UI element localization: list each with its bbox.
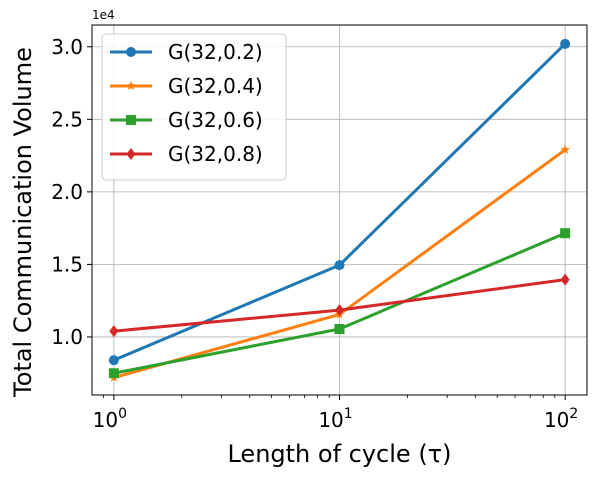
- y-axis-offset-text: 1e4: [92, 8, 115, 22]
- circle-marker: [126, 47, 136, 57]
- y-tick-label: 3.0: [51, 35, 83, 59]
- series-group: [108, 38, 571, 366]
- x-tick-label: 101: [318, 406, 352, 432]
- diamond-marker: [560, 273, 570, 286]
- square-marker: [560, 228, 571, 239]
- series-group: [108, 228, 571, 379]
- circle-marker: [334, 260, 345, 271]
- ticks: 100 101 102 1.0 1.5 2.0 2.5 3.0: [51, 35, 578, 432]
- star-marker: [126, 81, 136, 91]
- star-marker: [560, 144, 570, 154]
- series-layer: [108, 38, 571, 382]
- legend: G(32,0.2) G(32,0.4) G(32,0.6) G(32,0.8): [101, 33, 287, 181]
- x-tick-label: 100: [93, 406, 127, 432]
- diamond-marker: [126, 148, 136, 160]
- y-tick-label: 2.0: [51, 180, 83, 204]
- square-marker: [126, 115, 136, 125]
- circle-marker: [560, 38, 571, 49]
- legend-label: G(32,0.4): [168, 74, 263, 98]
- legend-item: G(32,0.8): [110, 142, 263, 166]
- x-tick-label: 102: [544, 406, 578, 432]
- square-marker: [108, 368, 119, 379]
- y-tick-label: 2.5: [51, 107, 83, 131]
- series-group: [109, 273, 570, 338]
- y-tick-label: 1.0: [51, 325, 83, 349]
- diamond-marker: [335, 304, 344, 317]
- legend-label: G(32,0.6): [168, 108, 263, 132]
- circle-marker: [108, 355, 119, 366]
- legend-box: [101, 33, 287, 181]
- legend-label: G(32,0.2): [168, 40, 263, 64]
- square-marker: [334, 323, 345, 334]
- legend-item: G(32,0.4): [110, 74, 263, 98]
- legend-label: G(32,0.8): [168, 142, 263, 166]
- y-tick-label: 1.5: [51, 252, 83, 276]
- y-axis-label: Total Communication Volume: [9, 47, 37, 398]
- x-axis-label: Length of cycle (τ): [227, 440, 451, 468]
- legend-item: G(32,0.6): [110, 108, 263, 132]
- diamond-marker: [109, 325, 119, 338]
- legend-item: G(32,0.2): [110, 40, 263, 64]
